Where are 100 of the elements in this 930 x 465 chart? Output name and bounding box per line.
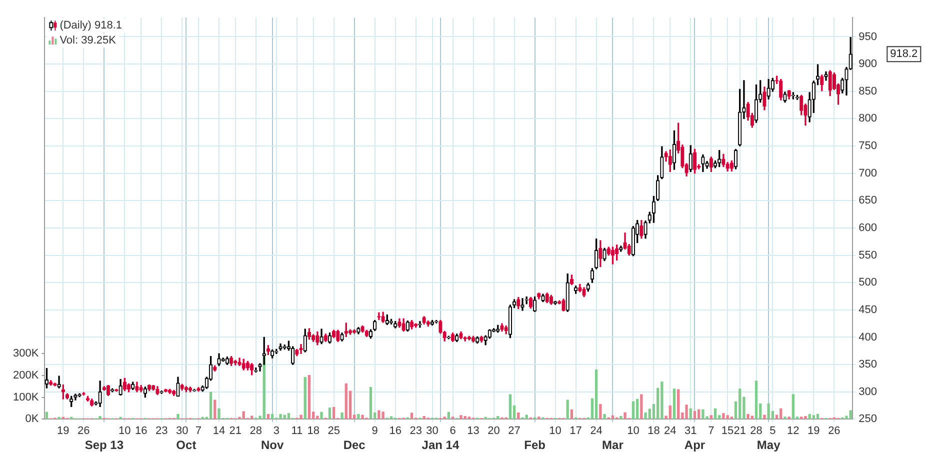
bar [451,416,454,420]
candlestick [217,353,221,366]
candlestick [672,130,676,170]
bar [763,414,766,420]
y-tick-label: 800 [858,112,878,125]
candlestick [320,328,324,344]
x-tick-label: 21 [734,424,746,437]
x-tick-label: 19 [57,424,70,437]
candlestick [471,336,476,342]
candlestick [582,287,586,298]
candlestick [520,298,524,311]
bar [754,380,758,420]
candlestick [586,282,590,292]
x-tick-label: 30 [176,424,188,437]
x-tick-label: 19 [808,424,820,437]
candlestick [356,327,360,334]
candlestick [824,71,828,81]
candlestick [336,330,340,342]
bar [340,412,344,420]
y2-tick-label: 0K [25,413,40,426]
x-tick-label: 9 [372,424,378,437]
x-tick-label: 21 [229,424,242,437]
bar [702,409,704,420]
candlestick [364,330,368,338]
x-tick-label: 15 [721,424,734,437]
bar [304,376,306,420]
candlestick [566,274,570,312]
candlestick [373,320,377,332]
bar [685,404,688,420]
bar [738,388,742,420]
x-tick-label: 17 [570,424,582,437]
candlestick [500,323,504,332]
candlestick [184,386,188,392]
candlestick [402,318,406,332]
candlestick [762,86,766,110]
bar [361,414,364,420]
bar [517,412,520,420]
bar [58,416,60,420]
y-tick-label: 250 [858,413,878,426]
bar [784,416,786,420]
bar [636,398,639,420]
bar [804,416,807,420]
bar [611,415,614,420]
candlestick [385,314,389,326]
bar [800,416,803,420]
candlestick [238,358,242,366]
candlestick [528,297,533,309]
candlestick [480,336,484,342]
candlestick [754,84,758,123]
x-tick-label: 11 [291,424,303,437]
candlestick [340,332,344,342]
x-tick-label: Jan 14 [422,438,460,452]
x-tick-label: 13 [467,424,480,437]
bar [443,416,446,420]
bar [382,412,384,420]
candlestick [164,388,168,392]
candlestick [656,175,660,201]
bar [390,416,393,420]
candlestick [545,292,549,304]
y-tick-label: 650 [858,194,878,207]
x-tick-label: 14 [212,424,226,437]
y-tick-label: 400 [858,331,878,344]
x-tick-label: Sep 13 [84,438,124,452]
bar [328,408,332,420]
bar [689,408,692,420]
bar [209,392,212,420]
x-tick-label: 26 [828,424,840,437]
candlestick [278,343,282,351]
x-tick-label: 28 [750,424,762,437]
bar [422,416,426,420]
x-tick-label: 3 [273,424,280,437]
bar [279,414,282,420]
bar [570,409,574,420]
candlestick [156,386,160,395]
x-tick-label: 10 [627,424,640,437]
bar [316,416,319,420]
x-tick-label: 24 [664,424,676,437]
candlestick [459,331,463,340]
bar [308,374,311,420]
bar [270,414,274,420]
bar [808,414,811,420]
bar [300,414,302,420]
candlestick [722,154,726,168]
bar [98,416,102,420]
candlestick [192,388,196,392]
bar [677,389,680,420]
x-tick-label: 24 [590,424,602,437]
candlestick [316,331,320,346]
candlestick [664,151,668,162]
bar [603,414,606,420]
bar [218,408,220,420]
x-tick-label: Dec [343,438,366,452]
candlestick [299,344,303,354]
candlestick [152,384,156,391]
candlestick [57,376,61,388]
bar [496,416,500,420]
y-tick-label: 900 [858,58,878,70]
bar [332,407,336,420]
candlestick [422,316,426,324]
bar [672,388,676,420]
